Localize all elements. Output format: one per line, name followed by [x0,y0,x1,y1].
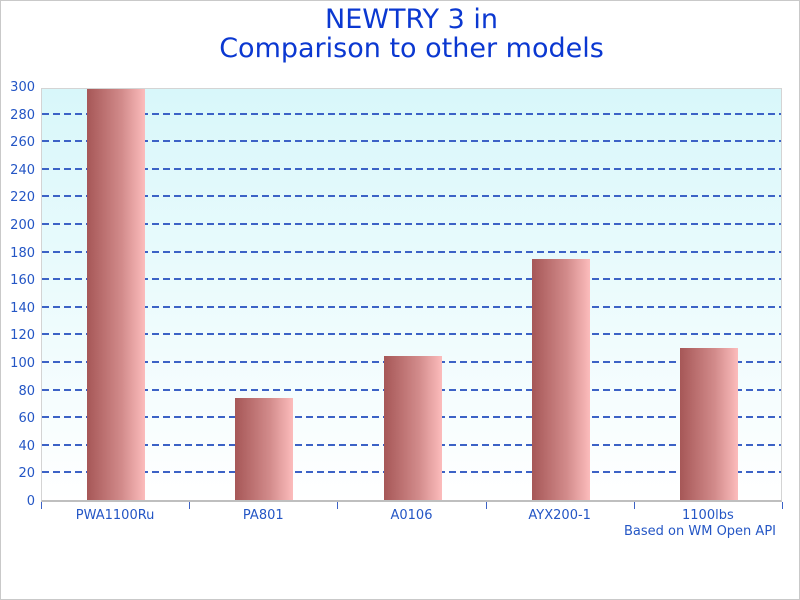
x-tick-label: A0106 [390,508,433,523]
gridline [42,140,781,143]
plot-area [41,88,782,502]
y-tick-label: 200 [10,218,35,233]
y-tick-label: 300 [10,80,35,95]
y-tick-label: 180 [10,245,35,261]
chart-footnote: Based on WM Open API [624,524,776,539]
y-tick-label: 240 [10,162,35,178]
gridline [42,250,781,253]
y-tick-label: 140 [10,300,35,316]
bar-a0106 [383,356,442,500]
gridline [42,167,781,170]
y-tick-label: 120 [10,328,35,344]
y-axis-labels: 0 20 40 60 80 100 120 140 160 180 200 220 240 260 280 3… [1,80,35,509]
x-axis-tick [782,502,783,509]
chart-title-line2: Comparison to other models [219,33,604,64]
y-tick-label: 60 [18,411,35,427]
x-tick-label: PWA1100Ru [75,508,155,523]
y-tick-label: 160 [10,273,35,289]
y-tick-label: 20 [18,466,35,482]
gridline [42,305,781,308]
bar-ayx200-1 [531,258,590,500]
x-axis-tick [41,502,42,509]
chart-title: NEWTRY 3 in Comparison to other models [41,5,782,63]
x-tick-label: PA801 [242,508,284,523]
gridline [42,112,781,115]
x-axis-tick [337,502,339,509]
x-axis-tick [189,502,191,509]
y-tick-label: 100 [10,356,35,371]
x-tick-label: AYX200-1 [528,508,591,523]
y-tick-label: 260 [10,135,35,151]
y-tick-label: 40 [18,438,35,454]
y-tick-label: 280 [10,107,35,123]
y-tick-label: 220 [10,190,35,206]
bar-pa801 [235,397,294,500]
gridline [42,195,781,198]
y-tick-label: 0 [26,494,35,509]
gridline [42,333,781,336]
x-axis-tick [485,502,487,509]
bar-pwa1100ru [87,88,146,500]
chart-title-line1: NEWTRY 3 in [325,4,498,35]
y-tick-label: 80 [18,383,35,399]
x-axis-tick [633,502,635,509]
gridline [42,278,781,281]
gridline [42,223,781,225]
x-tick-label: 1100lbs [682,508,734,523]
bar-1100lbs [679,348,738,500]
